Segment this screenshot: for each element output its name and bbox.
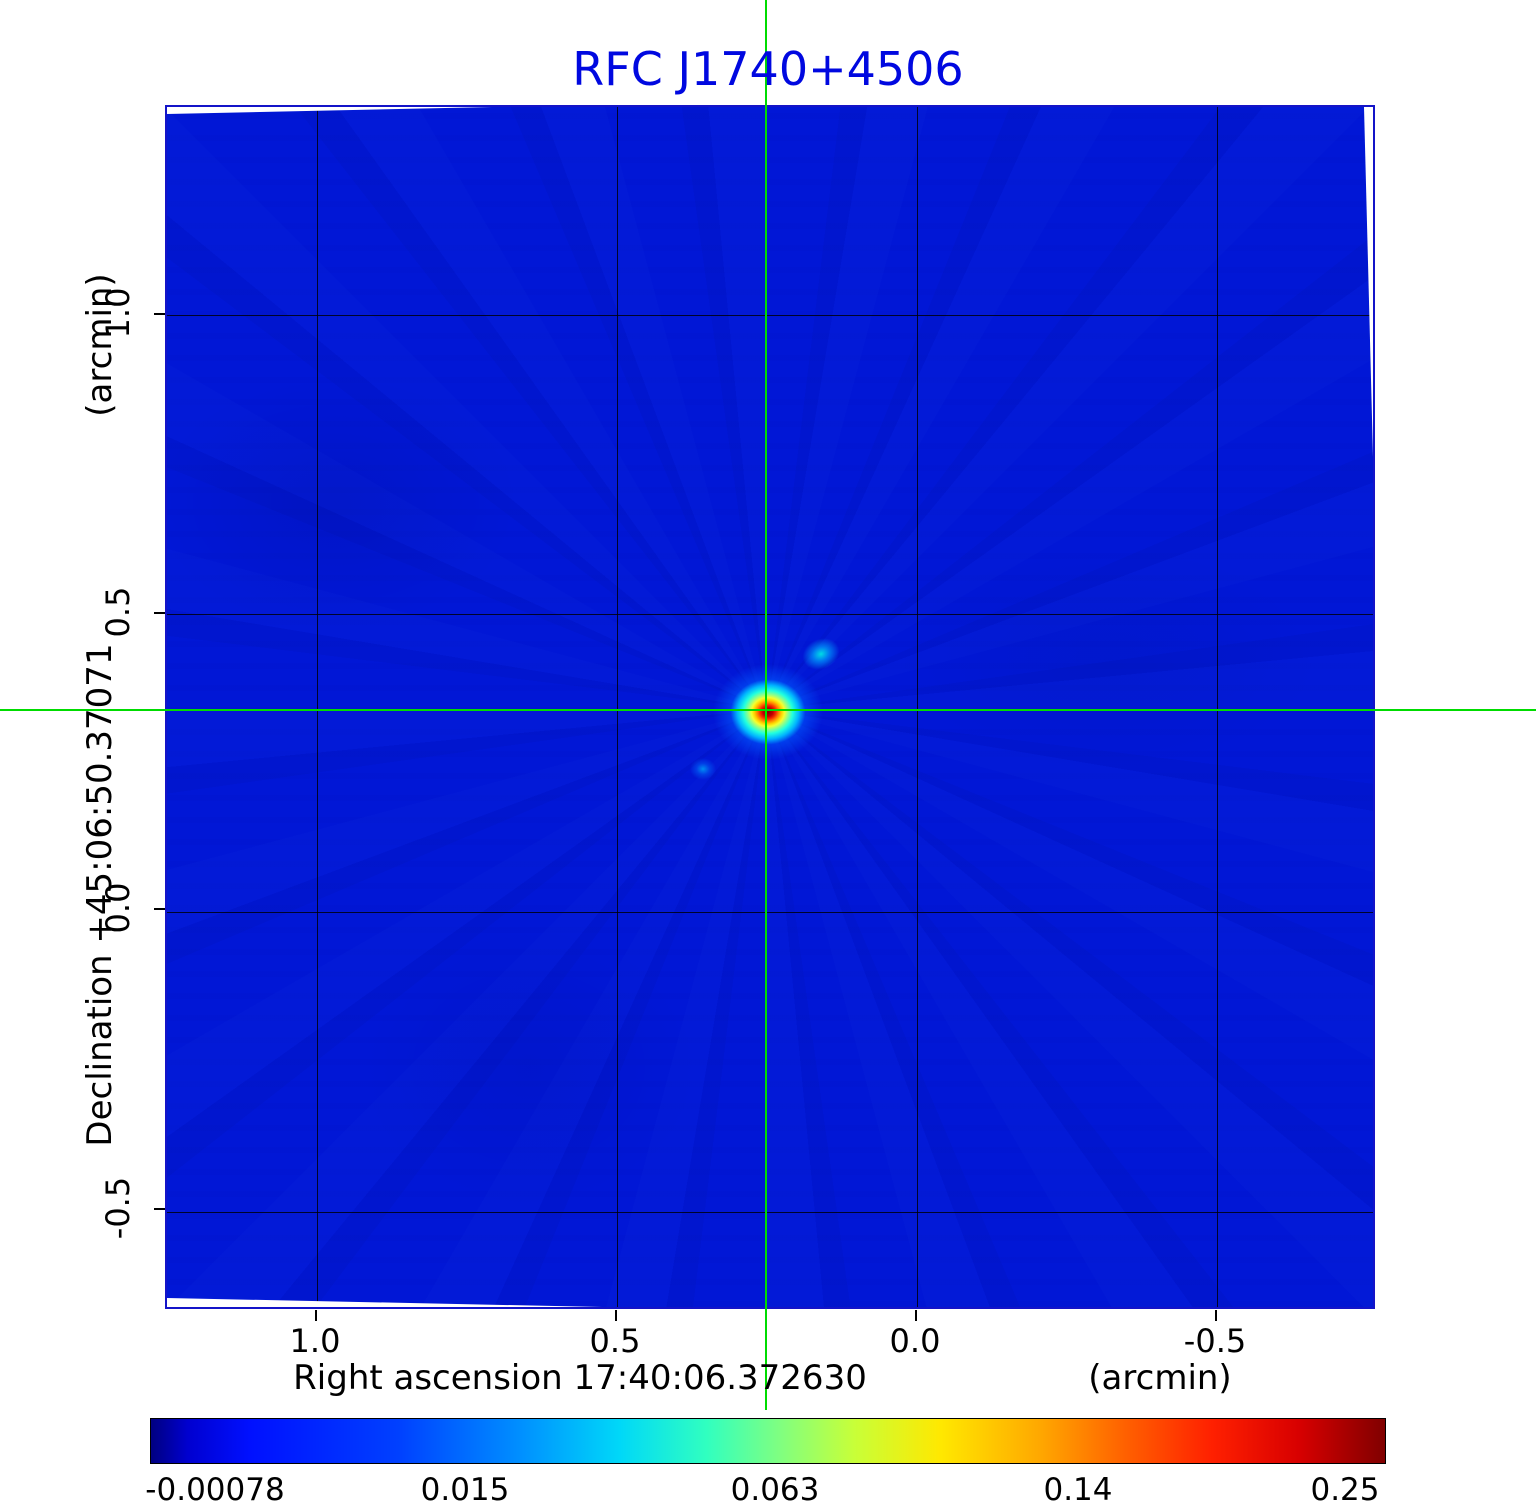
crosshair-vertical-line (765, 0, 767, 1410)
radio-source-peak (713, 664, 823, 760)
x-tick-label: 0.5 (589, 1322, 641, 1360)
x-axis-tickmark (1215, 1310, 1217, 1321)
gridline-horizontal (167, 315, 1373, 316)
image-edge-gap (167, 1298, 602, 1307)
image-edge-gap (1364, 107, 1373, 457)
gridline-horizontal (167, 912, 1373, 913)
x-axis-title: Right ascension 17:40:06.372630 (293, 1358, 867, 1398)
y-tick-label: 1.0 (99, 287, 137, 339)
gridline-horizontal (167, 614, 1373, 615)
colorbar-tick-label: 0.14 (1043, 1472, 1113, 1508)
image-edge-gap (167, 107, 492, 114)
colorbar (150, 1418, 1386, 1464)
colorbar-tick-label: 0.063 (730, 1472, 820, 1508)
faint-emission-blob (690, 758, 716, 780)
x-axis-unit-label: (arcmin) (1088, 1358, 1232, 1398)
gridline-vertical (617, 107, 618, 1307)
y-tick-label: 0.5 (99, 586, 137, 638)
gridline-vertical (317, 107, 318, 1307)
colorbar-tick-label: -0.00078 (145, 1472, 285, 1508)
colorbar-tick-label: 0.25 (1310, 1472, 1380, 1508)
gridline-horizontal (167, 1212, 1373, 1213)
crosshair-horizontal-line (0, 709, 1536, 711)
x-axis-tickmark (915, 1310, 917, 1321)
x-tick-label: -0.5 (1183, 1322, 1247, 1360)
y-axis-tickmark (154, 908, 165, 910)
x-axis-tickmark (315, 1310, 317, 1321)
colorbar-tick-label: 0.015 (420, 1472, 510, 1508)
plot-title: RFC J1740+4506 (572, 42, 964, 96)
y-axis-tickmark (154, 612, 165, 614)
y-tick-label: -0.5 (99, 1176, 137, 1240)
x-tick-label: 0.0 (889, 1322, 941, 1360)
x-axis-tickmark (615, 1310, 617, 1321)
plot-area (165, 105, 1375, 1309)
y-axis-tickmark (154, 1208, 165, 1210)
gridline-vertical (1217, 107, 1218, 1307)
y-axis-tickmark (154, 313, 165, 315)
x-tick-label: 1.0 (289, 1322, 341, 1360)
y-tick-label: 0.0 (99, 882, 137, 934)
gridline-vertical (917, 107, 918, 1307)
